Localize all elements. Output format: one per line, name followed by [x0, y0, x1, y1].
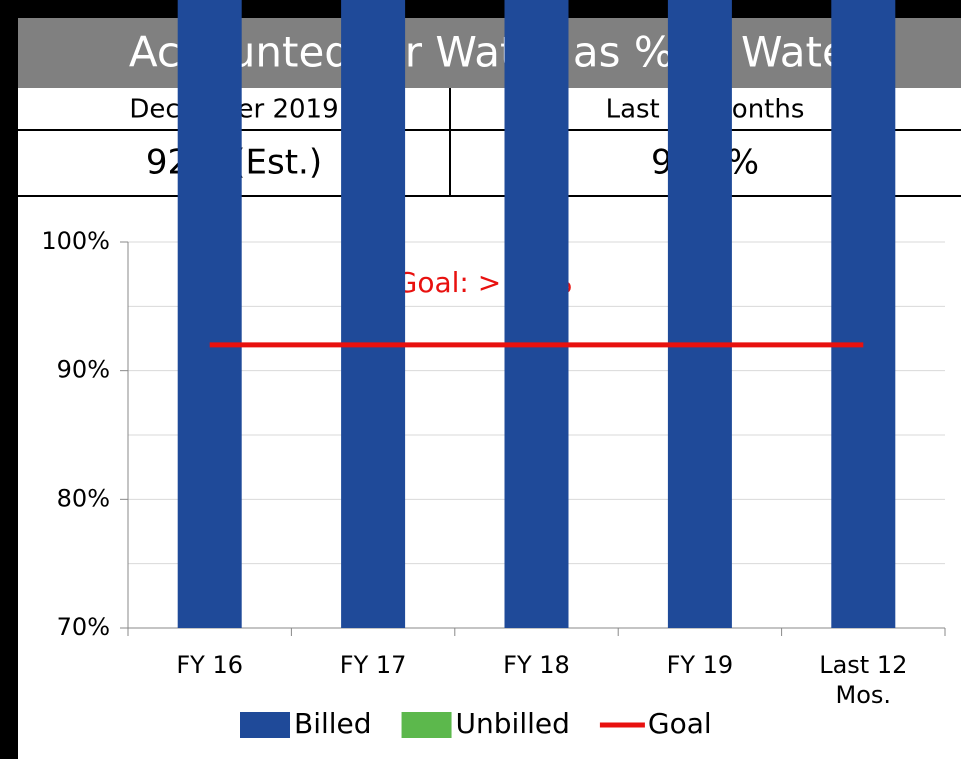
- header-band: [18, 18, 961, 88]
- legend-label: Unbilled: [456, 707, 570, 740]
- bar-segment: [831, 0, 896, 628]
- legend-swatch: [401, 712, 452, 738]
- left-border: [0, 0, 18, 759]
- legend-swatch: [240, 712, 290, 738]
- x-tick-label: FY 17: [339, 651, 407, 679]
- bar-segment: [341, 0, 406, 629]
- top-border: [0, 0, 961, 18]
- y-tick-label: 70%: [57, 613, 110, 641]
- x-tick-label: FY 16: [176, 651, 243, 679]
- bar-segment: [504, 0, 569, 629]
- y-tick-label: 90%: [57, 356, 110, 384]
- x-tick-label: FY 19: [666, 651, 734, 679]
- legend-label: Goal: [648, 707, 712, 740]
- y-tick-label: 100%: [41, 227, 110, 255]
- legend-label: Billed: [294, 707, 372, 740]
- x-tick-label: FY 18: [503, 651, 570, 679]
- x-tick-label: Last 12 Mos.: [819, 651, 908, 709]
- header-title: Accounted for Water as % of Water: [129, 28, 866, 77]
- bar-segment: [667, 0, 732, 629]
- y-tick-label: 80%: [57, 484, 110, 512]
- bar-segment: [177, 0, 242, 628]
